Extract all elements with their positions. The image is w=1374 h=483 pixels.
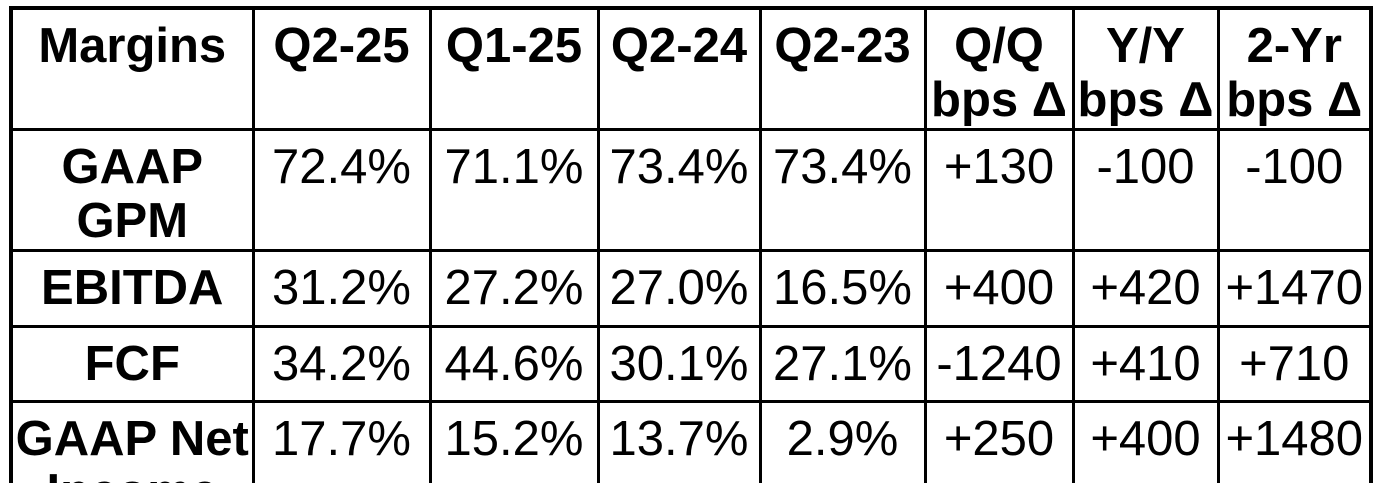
header-cell-q2-23: Q2-23 [758,6,927,131]
header-cell-yy-bps: Y/Y bps Δ [1071,6,1220,131]
data-cell: 15.2% [428,399,600,483]
data-cell: 73.4% [758,127,927,252]
data-cell: 13.7% [596,399,762,483]
data-cell: +250 [923,399,1075,483]
data-cell: -1240 [923,324,1075,403]
margins-table: Margins Q2-25 Q1-25 Q2-24 Q2-23 Q/Q bps … [9,6,1373,483]
data-cell: 30.1% [596,324,762,403]
header-cell-q2-24: Q2-24 [596,6,762,131]
header-cell-2yr-bps: 2-Yr bps Δ [1216,6,1373,131]
data-cell: 34.2% [251,324,432,403]
header-cell-qq-bps: Q/Q bps Δ [923,6,1075,131]
header-cell-margins: Margins [9,6,255,131]
data-cell: 73.4% [596,127,762,252]
data-cell: +710 [1216,324,1373,403]
data-cell: +400 [1071,399,1220,483]
data-cell: 27.1% [758,324,927,403]
table-row-gaap-gpm: GAAP GPM 72.4% 71.1% 73.4% 73.4% +130 -1… [9,127,1373,252]
row-label-gaap-net-income: GAAP Net Income [9,399,255,483]
row-label-gaap-gpm: GAAP GPM [9,127,255,252]
data-cell: 27.2% [428,248,600,328]
data-cell: +130 [923,127,1075,252]
data-cell: 17.7% [251,399,432,483]
data-cell: +1470 [1216,248,1373,328]
data-cell: +410 [1071,324,1220,403]
header-row: Margins Q2-25 Q1-25 Q2-24 Q2-23 Q/Q bps … [9,6,1373,131]
data-cell: +420 [1071,248,1220,328]
header-cell-q1-25: Q1-25 [428,6,600,131]
row-label-fcf: FCF [9,324,255,403]
data-cell: 72.4% [251,127,432,252]
table-row-fcf: FCF 34.2% 44.6% 30.1% 27.1% -1240 +410 +… [9,324,1373,403]
data-cell: 2.9% [758,399,927,483]
header-cell-q2-25: Q2-25 [251,6,432,131]
data-cell: 31.2% [251,248,432,328]
row-label-ebitda: EBITDA [9,248,255,328]
data-cell: 71.1% [428,127,600,252]
table-row-gaap-net-income: GAAP Net Income 17.7% 15.2% 13.7% 2.9% +… [9,399,1373,483]
table-row-ebitda: EBITDA 31.2% 27.2% 27.0% 16.5% +400 +420… [9,248,1373,328]
data-cell: +1480 [1216,399,1373,483]
data-cell: +400 [923,248,1075,328]
data-cell: 16.5% [758,248,927,328]
data-cell: 44.6% [428,324,600,403]
data-cell: -100 [1216,127,1373,252]
data-cell: -100 [1071,127,1220,252]
data-cell: 27.0% [596,248,762,328]
